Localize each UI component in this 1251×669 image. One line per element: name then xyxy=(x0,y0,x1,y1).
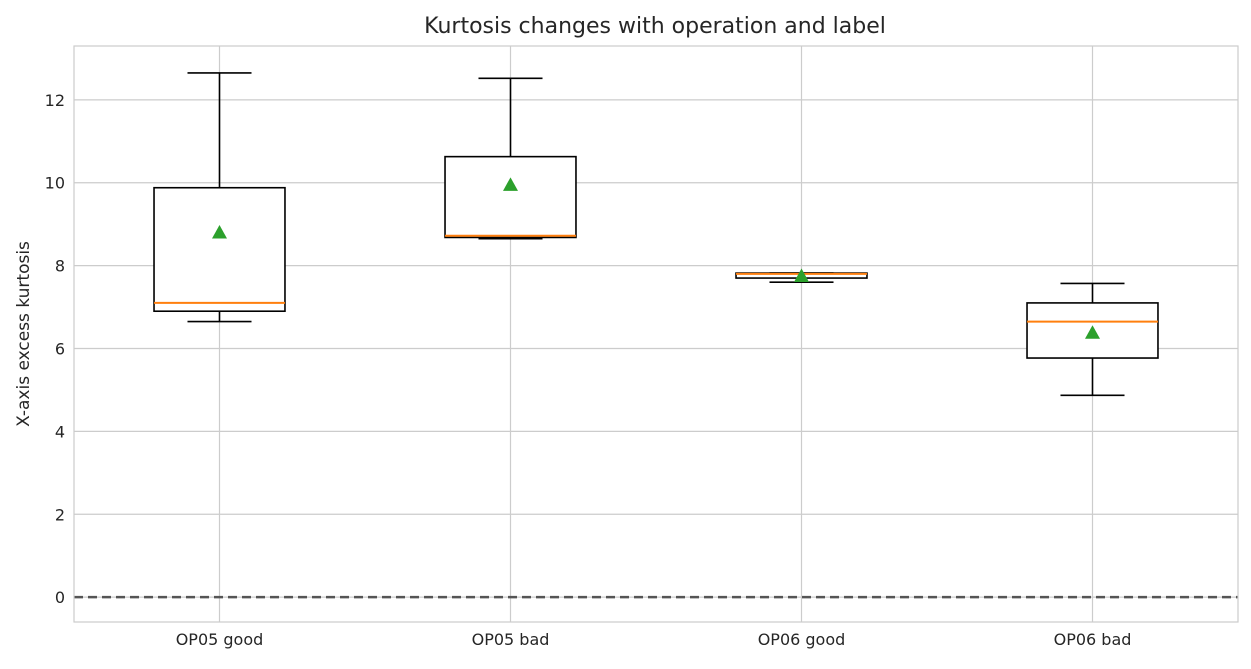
box-4 xyxy=(1026,282,1159,397)
box-1 xyxy=(153,72,286,323)
y-tick-label: 12 xyxy=(45,91,65,110)
x-tick-label: OP05 bad xyxy=(472,630,550,649)
mean-marker xyxy=(503,177,518,191)
box-2 xyxy=(444,77,577,240)
y-tick-label: 0 xyxy=(55,588,65,607)
box-plot-series xyxy=(153,72,1159,397)
iqr-box xyxy=(153,186,286,313)
box-3 xyxy=(735,268,868,284)
x-tick-label: OP06 good xyxy=(758,630,846,649)
plot-frame xyxy=(73,45,1239,623)
x-tick-label: OP06 bad xyxy=(1054,630,1132,649)
y-tick-label: 2 xyxy=(55,505,65,524)
y-tick-label: 6 xyxy=(55,340,65,359)
mean-marker xyxy=(1085,325,1100,339)
y-tick-label: 8 xyxy=(55,257,65,276)
y-axis-ticks: 0 2 4 6 8 10 12 xyxy=(45,91,65,607)
y-tick-label: 4 xyxy=(55,422,65,441)
iqr-box xyxy=(444,155,577,239)
y-tick-label: 10 xyxy=(45,174,65,193)
mean-marker xyxy=(212,224,227,239)
y-axis-label: X-axis excess kurtosis xyxy=(14,241,34,427)
chart-title: Kurtosis changes with operation and labe… xyxy=(424,14,886,39)
x-tick-label: OP05 good xyxy=(176,630,264,649)
mean-marker xyxy=(794,268,809,282)
x-axis-ticks: OP05 good OP05 bad OP06 good OP06 bad xyxy=(176,630,1132,649)
